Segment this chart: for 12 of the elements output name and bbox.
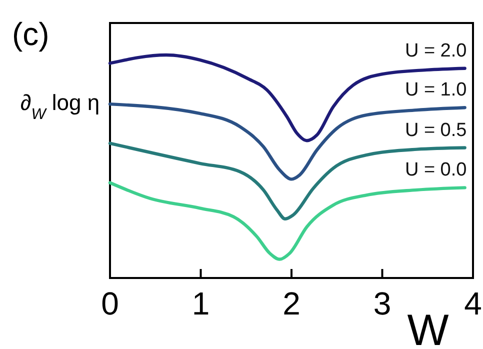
x-tick-label: 4 <box>464 286 482 322</box>
series-label: U = 0.5 <box>404 120 467 141</box>
chart-title: (c) <box>12 16 50 52</box>
x-axis-title: W <box>407 306 450 349</box>
x-tick-label: 0 <box>101 286 119 322</box>
series-label: U = 2.0 <box>404 40 467 62</box>
x-tick-label: 1 <box>192 286 210 322</box>
y-axis-title: ∂$_{W}$ log η <box>20 90 100 122</box>
series-label: U = 1.0 <box>404 80 467 101</box>
x-tick-label: 3 <box>373 286 392 322</box>
x-tick-label: 2 <box>282 286 300 322</box>
series-label: U = 0.0 <box>404 160 467 181</box>
